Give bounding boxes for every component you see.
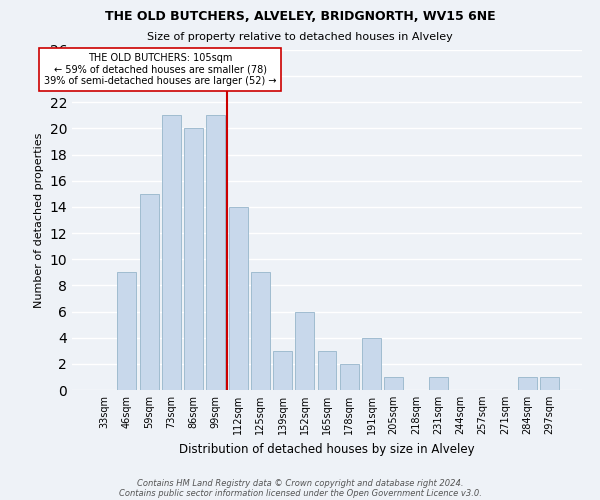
Bar (362, 338, 381, 390)
Bar (206, 116, 225, 390)
Bar (162, 116, 181, 390)
Bar (273, 351, 292, 390)
Bar (384, 377, 403, 390)
X-axis label: Distribution of detached houses by size in Alveley: Distribution of detached houses by size … (179, 442, 475, 456)
Bar (229, 207, 248, 390)
Bar (251, 272, 270, 390)
Bar (317, 351, 337, 390)
Bar (295, 312, 314, 390)
Bar (429, 377, 448, 390)
Bar (518, 377, 536, 390)
Bar (340, 364, 359, 390)
Bar (118, 272, 136, 390)
Bar (184, 128, 203, 390)
Text: Size of property relative to detached houses in Alveley: Size of property relative to detached ho… (147, 32, 453, 42)
Text: THE OLD BUTCHERS, ALVELEY, BRIDGNORTH, WV15 6NE: THE OLD BUTCHERS, ALVELEY, BRIDGNORTH, W… (104, 10, 496, 23)
Bar (140, 194, 158, 390)
Bar (540, 377, 559, 390)
Text: THE OLD BUTCHERS: 105sqm
← 59% of detached houses are smaller (78)
39% of semi-d: THE OLD BUTCHERS: 105sqm ← 59% of detach… (44, 52, 277, 86)
Text: Contains HM Land Registry data © Crown copyright and database right 2024.: Contains HM Land Registry data © Crown c… (137, 478, 463, 488)
Y-axis label: Number of detached properties: Number of detached properties (34, 132, 44, 308)
Text: Contains public sector information licensed under the Open Government Licence v3: Contains public sector information licen… (119, 488, 481, 498)
